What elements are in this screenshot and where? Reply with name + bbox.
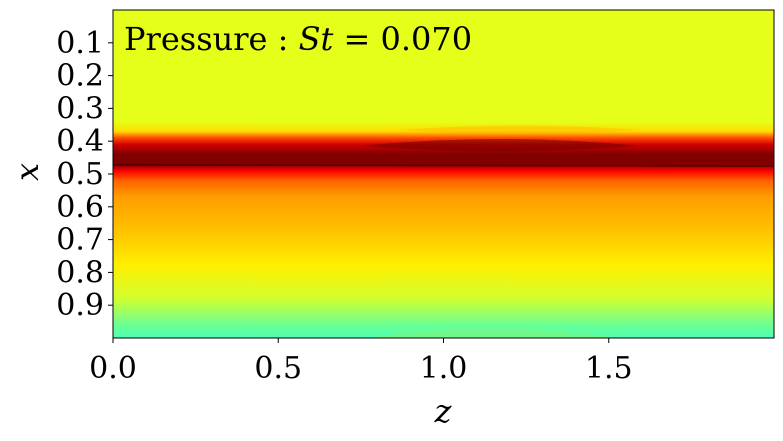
x-axis-label: z (434, 392, 453, 430)
bottom-green-patch (370, 329, 620, 338)
x-tick-label: 1.0 (420, 351, 468, 386)
x-tick-label: 0.5 (254, 351, 302, 386)
y-axis-label: x (8, 163, 46, 181)
y-tick-label: 0.7 (56, 223, 104, 258)
annotation-value: 0.070 (381, 20, 473, 58)
y-tick-label: 0.9 (56, 288, 104, 323)
y-tick-label: 0.6 (56, 190, 104, 225)
y-tick-label: 0.1 (56, 26, 104, 61)
annotation-equals: = (344, 20, 381, 58)
x-axis-ticks: 0.0 0.5 1.0 1.5 (89, 338, 633, 386)
plot-area (112, 9, 775, 339)
y-tick-label: 0.5 (56, 157, 104, 192)
plot-annotation: Pressure : St = 0.070 (124, 20, 472, 58)
y-tick-label: 0.8 (56, 255, 104, 290)
heatmap-field (113, 10, 774, 338)
x-tick-label: 0.0 (89, 351, 137, 386)
y-tick-label: 0.4 (56, 124, 104, 159)
annotation-symbol: St (299, 20, 334, 58)
band-bulge-dark (360, 139, 640, 151)
band-bulge-light (400, 125, 640, 134)
band-core-line (113, 164, 774, 167)
y-axis-ticks: 0.10.20.30.40.50.60.70.80.9 (56, 26, 113, 323)
x-tick-label: 1.5 (585, 351, 633, 386)
y-tick-label: 0.3 (56, 91, 104, 126)
y-tick-label: 0.2 (56, 59, 104, 94)
annotation-prefix: Pressure : (124, 20, 299, 58)
